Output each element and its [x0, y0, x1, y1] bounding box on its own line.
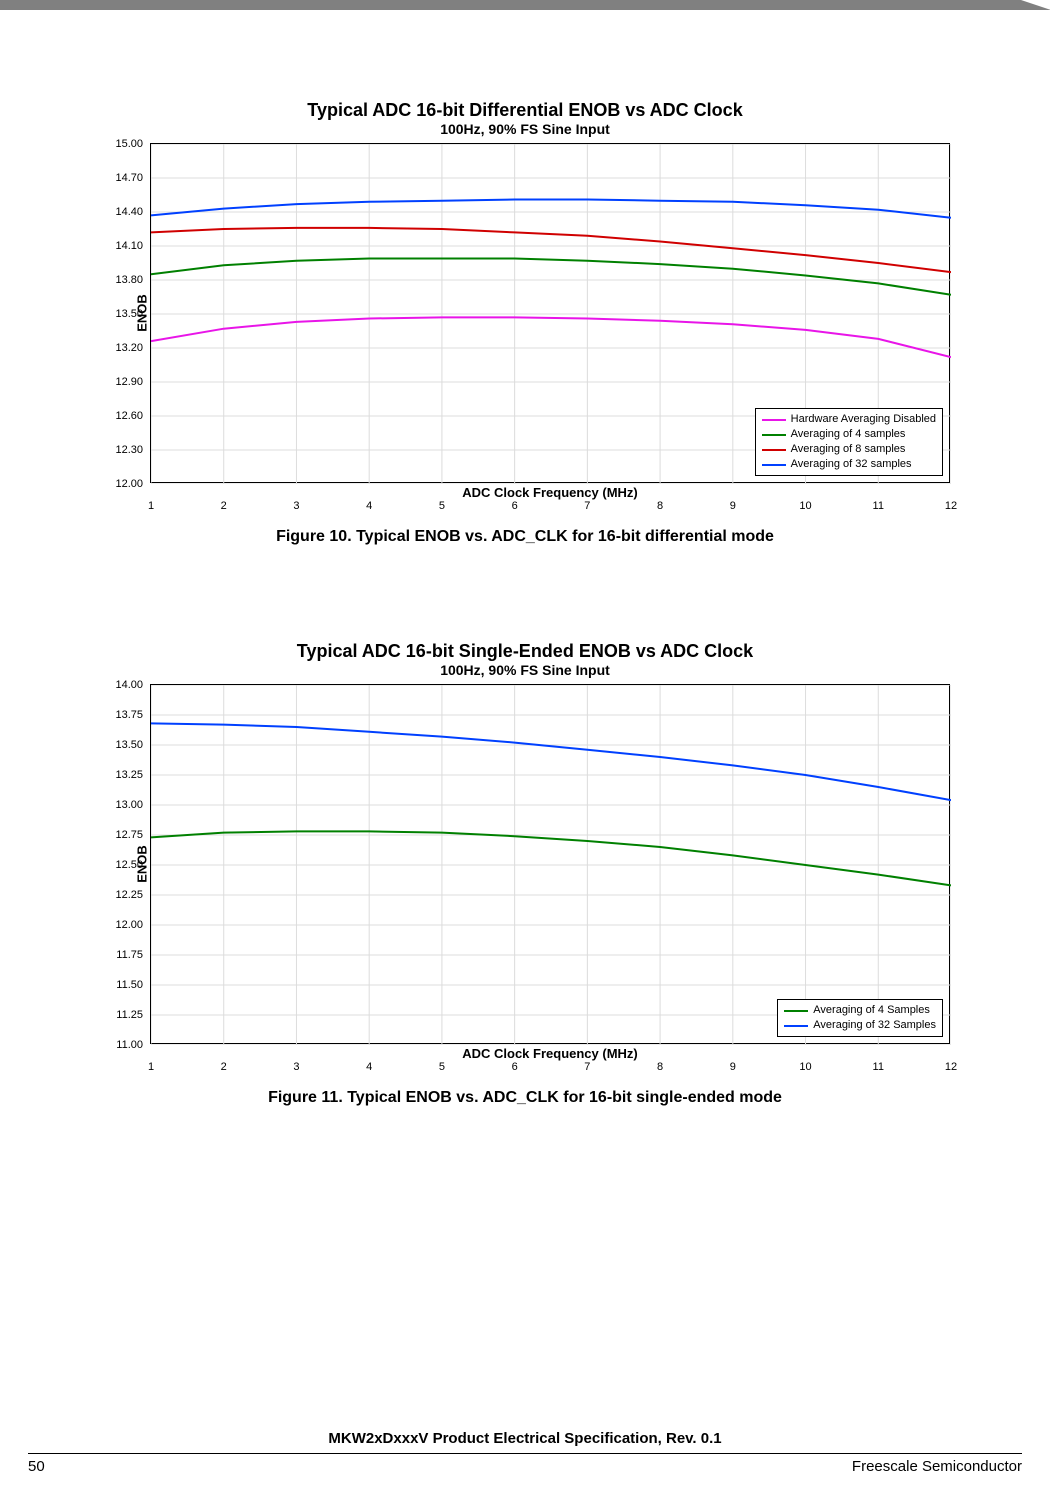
- legend-label: Averaging of 32 samples: [791, 457, 912, 472]
- x-tick-label: 11: [873, 1061, 884, 1073]
- y-tick-label: 15.00: [103, 138, 143, 150]
- figure-caption: Figure 11. Typical ENOB vs. ADC_CLK for …: [85, 1089, 965, 1107]
- legend-item: Averaging of 4 samples: [762, 427, 936, 442]
- chart-svg: [151, 685, 951, 1045]
- series-line: [151, 259, 951, 295]
- legend-swatch: [784, 1010, 808, 1012]
- x-tick-label: 10: [799, 1061, 811, 1073]
- page-number: 50: [28, 1458, 45, 1475]
- chart-title: Typical ADC 16-bit Differential ENOB vs …: [85, 100, 965, 121]
- legend-swatch: [762, 419, 786, 421]
- chart-subtitle: 100Hz, 90% FS Sine Input: [85, 121, 965, 137]
- x-tick-label: 2: [221, 1061, 227, 1073]
- figure-11: Typical ADC 16-bit Single-Ended ENOB vs …: [85, 641, 965, 1107]
- vendor-name: Freescale Semiconductor: [852, 1458, 1022, 1475]
- legend-label: Hardware Averaging Disabled: [791, 412, 936, 427]
- legend-label: Averaging of 4 samples: [791, 427, 906, 442]
- series-line: [151, 831, 951, 885]
- x-tick-label: 10: [799, 500, 811, 512]
- page-content: Typical ADC 16-bit Differential ENOB vs …: [0, 10, 1050, 1107]
- x-tick-label: 12: [945, 500, 957, 512]
- legend-label: Averaging of 4 Samples: [813, 1003, 930, 1018]
- series-line: [151, 723, 951, 800]
- legend-item: Hardware Averaging Disabled: [762, 412, 936, 427]
- x-tick-label: 4: [366, 500, 372, 512]
- x-tick-label: 7: [584, 500, 590, 512]
- y-tick-label: 11.00: [103, 1039, 143, 1051]
- x-tick-label: 8: [657, 1061, 663, 1073]
- x-tick-label: 6: [512, 500, 518, 512]
- y-tick-label: 13.75: [103, 709, 143, 721]
- y-ticks: 11.0011.2511.5011.7512.0012.2512.5012.75…: [107, 685, 147, 1043]
- legend-label: Averaging of 32 Samples: [813, 1018, 936, 1033]
- x-tick-label: 5: [439, 1061, 445, 1073]
- y-tick-label: 12.30: [103, 444, 143, 456]
- y-tick-label: 14.70: [103, 172, 143, 184]
- chart-plot-area: ENOB 11.0011.2511.5011.7512.0012.2512.50…: [150, 684, 950, 1044]
- x-tick-label: 2: [221, 500, 227, 512]
- legend-swatch: [762, 434, 786, 436]
- x-tick-label: 4: [366, 1061, 372, 1073]
- y-ticks: 12.0012.3012.6012.9013.2013.5013.8014.10…: [107, 144, 147, 482]
- legend-item: Averaging of 32 samples: [762, 457, 936, 472]
- legend-item: Averaging of 4 Samples: [784, 1003, 936, 1018]
- x-tick-label: 9: [730, 1061, 736, 1073]
- x-tick-label: 8: [657, 500, 663, 512]
- chart-plot-area: ENOB 12.0012.3012.6012.9013.2013.5013.80…: [150, 143, 950, 483]
- x-tick-label: 6: [512, 1061, 518, 1073]
- y-tick-label: 14.10: [103, 240, 143, 252]
- y-tick-label: 11.50: [103, 979, 143, 991]
- series-line: [151, 317, 951, 357]
- legend-item: Averaging of 32 Samples: [784, 1018, 936, 1033]
- legend: Averaging of 4 SamplesAveraging of 32 Sa…: [777, 999, 943, 1037]
- x-tick-label: 3: [293, 1061, 299, 1073]
- y-tick-label: 14.00: [103, 679, 143, 691]
- y-tick-label: 13.80: [103, 274, 143, 286]
- y-tick-label: 12.00: [103, 478, 143, 490]
- legend-swatch: [762, 449, 786, 451]
- y-tick-label: 13.25: [103, 769, 143, 781]
- y-tick-label: 13.20: [103, 342, 143, 354]
- legend: Hardware Averaging DisabledAveraging of …: [755, 408, 943, 476]
- x-tick-label: 1: [148, 1061, 154, 1073]
- legend-label: Averaging of 8 samples: [791, 442, 906, 457]
- y-tick-label: 12.75: [103, 829, 143, 841]
- series-line: [151, 228, 951, 272]
- y-tick-label: 12.00: [103, 919, 143, 931]
- y-tick-label: 12.90: [103, 376, 143, 388]
- header-rule: [0, 0, 1050, 10]
- y-tick-label: 12.50: [103, 859, 143, 871]
- y-tick-label: 11.25: [103, 1009, 143, 1021]
- legend-swatch: [762, 464, 786, 466]
- y-tick-label: 13.50: [103, 739, 143, 751]
- x-axis-label: ADC Clock Frequency (MHz): [135, 1046, 965, 1061]
- doc-title: MKW2xDxxxV Product Electrical Specificat…: [28, 1430, 1022, 1453]
- y-tick-label: 12.25: [103, 889, 143, 901]
- series-line: [151, 200, 951, 218]
- y-tick-label: 14.40: [103, 206, 143, 218]
- y-tick-label: 11.75: [103, 949, 143, 961]
- x-tick-label: 9: [730, 500, 736, 512]
- x-axis-label: ADC Clock Frequency (MHz): [135, 485, 965, 500]
- x-tick-label: 3: [293, 500, 299, 512]
- y-tick-label: 13.50: [103, 308, 143, 320]
- chart-title: Typical ADC 16-bit Single-Ended ENOB vs …: [85, 641, 965, 662]
- figure-10: Typical ADC 16-bit Differential ENOB vs …: [85, 100, 965, 546]
- y-tick-label: 13.00: [103, 799, 143, 811]
- figure-caption: Figure 10. Typical ENOB vs. ADC_CLK for …: [85, 528, 965, 546]
- x-tick-label: 1: [148, 500, 154, 512]
- legend-item: Averaging of 8 samples: [762, 442, 936, 457]
- x-tick-label: 7: [584, 1061, 590, 1073]
- legend-swatch: [784, 1025, 808, 1027]
- x-tick-label: 5: [439, 500, 445, 512]
- page-footer: MKW2xDxxxV Product Electrical Specificat…: [0, 1430, 1050, 1475]
- chart-subtitle: 100Hz, 90% FS Sine Input: [85, 662, 965, 678]
- x-tick-label: 11: [873, 500, 884, 512]
- x-tick-label: 12: [945, 1061, 957, 1073]
- y-tick-label: 12.60: [103, 410, 143, 422]
